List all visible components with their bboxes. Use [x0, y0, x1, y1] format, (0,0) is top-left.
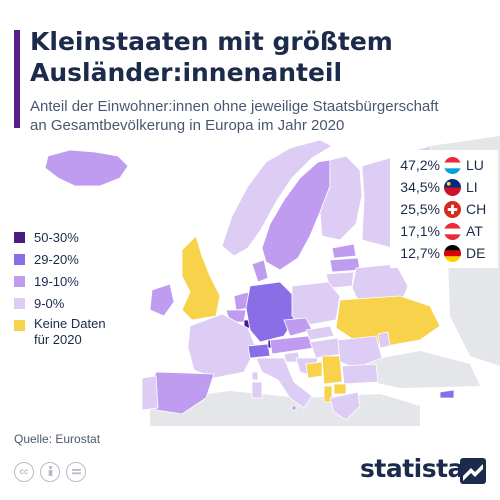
- ranking-box: 47,2% LU 34,5% LI 25,5% CH 17,1% AT 12,7…: [390, 150, 498, 268]
- subtitle-line-2: an Gesamtbevölkerung in Europa im Jahr 2…: [30, 117, 345, 134]
- subtitle-line-1: Anteil der Einwohner:innen ohne jeweilig…: [30, 98, 439, 115]
- country-estonia: [331, 243, 357, 259]
- rank-code: AT: [466, 223, 483, 239]
- legend-label: 9-0%: [34, 296, 65, 311]
- rank-row-lu: 47,2% LU: [390, 154, 498, 176]
- legend-swatch: [14, 232, 25, 243]
- liechtenstein-flag-icon: [444, 179, 461, 196]
- country-iceland: [44, 149, 129, 187]
- region-turkey: [365, 351, 480, 388]
- cc-icon[interactable]: cc: [14, 462, 34, 482]
- chart-title: Kleinstaaten mit größtem Ausländer:innen…: [30, 26, 470, 88]
- legend-label: 50-30%: [34, 230, 79, 245]
- title-line-1: Kleinstaaten mit größtem: [30, 27, 393, 56]
- rank-row-de: 12,7% DE: [390, 242, 498, 264]
- country-bulgaria: [341, 363, 379, 385]
- rank-code: CH: [466, 201, 487, 217]
- by-icon[interactable]: [40, 462, 60, 482]
- country-hungary: [309, 337, 343, 359]
- rank-code: DE: [466, 245, 486, 261]
- rank-row-ch: 25,5% CH: [390, 198, 498, 220]
- source-note: Quelle: Eurostat: [14, 432, 101, 446]
- country-switzerland: [247, 343, 271, 359]
- country-malta: [291, 405, 297, 411]
- chart-subtitle: Anteil der Einwohner:innen ohne jeweilig…: [30, 97, 490, 135]
- country-moldova: [377, 331, 391, 349]
- switzerland-flag-icon: [444, 201, 461, 218]
- rank-value: 12,7%: [400, 245, 440, 261]
- country-corsica: [251, 371, 259, 381]
- country-sardinia: [251, 381, 263, 399]
- rank-row-li: 34,5% LI: [390, 176, 498, 198]
- country-romania: [337, 335, 383, 369]
- country-poland: [291, 281, 341, 327]
- country-france: [187, 313, 257, 379]
- country-serbia: [321, 355, 343, 385]
- legend-swatch: [14, 298, 25, 309]
- austria-flag-icon: [444, 223, 461, 240]
- nd-icon[interactable]: [66, 462, 86, 482]
- country-north-macedonia: [333, 383, 347, 395]
- legend-label-line-2: für 2020: [34, 332, 82, 347]
- rank-value: 34,5%: [400, 179, 440, 195]
- rank-code: LU: [466, 157, 484, 173]
- country-greece: [329, 391, 361, 421]
- legend-label: Keine Daten für 2020: [34, 316, 144, 348]
- country-finland: [319, 155, 363, 241]
- luxembourg-flag-icon: [444, 157, 461, 174]
- rank-value: 47,2%: [400, 157, 440, 173]
- country-germany: [245, 281, 295, 343]
- legend-swatch: [14, 276, 25, 287]
- country-italy: [255, 357, 313, 409]
- accent-bar: [14, 30, 20, 128]
- statista-logo-text[interactable]: statista: [360, 454, 464, 483]
- country-cyprus: [439, 389, 455, 399]
- country-ukraine: [335, 295, 441, 347]
- country-portugal: [141, 375, 159, 411]
- rank-value: 17,1%: [400, 223, 440, 239]
- country-bosnia: [305, 361, 323, 379]
- country-denmark: [251, 259, 269, 283]
- country-austria: [269, 335, 315, 355]
- legend-label: 19-10%: [34, 274, 79, 289]
- rank-row-at: 17,1% AT: [390, 220, 498, 242]
- title-line-2: Ausländer:innenanteil: [30, 58, 343, 87]
- country-uk: [181, 235, 221, 321]
- legend-swatch: [14, 254, 25, 265]
- germany-flag-icon: [444, 245, 461, 262]
- statista-logo-icon[interactable]: [460, 458, 486, 484]
- country-ireland: [149, 283, 175, 317]
- legend-swatch: [14, 320, 25, 331]
- legend-label-line-1: Keine Daten: [34, 316, 106, 331]
- legend-label: 29-20%: [34, 252, 79, 267]
- country-norway: [221, 139, 333, 257]
- rank-value: 25,5%: [400, 201, 440, 217]
- rank-code: LI: [466, 179, 478, 195]
